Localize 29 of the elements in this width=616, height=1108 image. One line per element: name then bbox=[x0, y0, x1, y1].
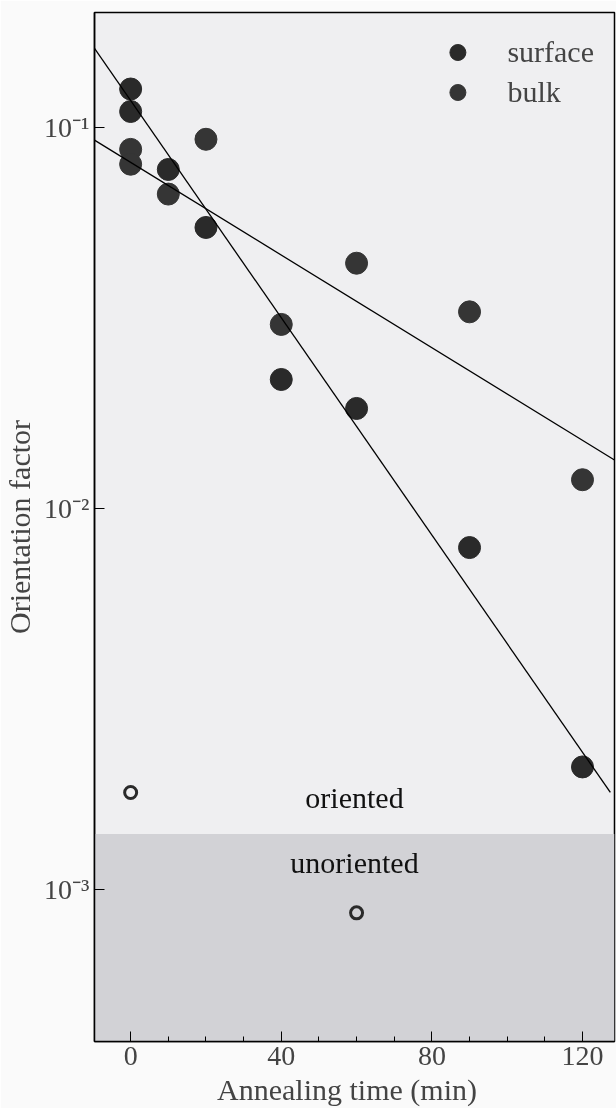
y-tick-label: 10⁻¹ bbox=[44, 111, 90, 143]
x-tick-label: 120 bbox=[561, 1039, 604, 1071]
x-tick-label: 80 bbox=[417, 1039, 446, 1071]
band-label: unoriented bbox=[290, 846, 419, 880]
point bbox=[194, 127, 218, 151]
y-axis-title: Orientation factor bbox=[3, 419, 37, 635]
point bbox=[345, 251, 369, 275]
point bbox=[156, 182, 180, 206]
legend-label: bulk bbox=[507, 75, 561, 109]
x-tick-label: 40 bbox=[267, 1039, 296, 1071]
point bbox=[458, 300, 482, 324]
point bbox=[269, 368, 293, 391]
legend-label: surface bbox=[507, 35, 594, 69]
point bbox=[570, 468, 594, 492]
x-tick-label: 0 bbox=[123, 1039, 138, 1071]
point bbox=[156, 158, 180, 181]
y-tick-label: 10⁻² bbox=[44, 493, 90, 525]
annotation: oriented bbox=[305, 781, 404, 815]
point bbox=[349, 905, 365, 921]
point bbox=[119, 100, 143, 123]
point bbox=[345, 396, 369, 420]
point bbox=[269, 312, 293, 336]
point bbox=[123, 784, 139, 800]
point bbox=[570, 755, 594, 779]
point bbox=[119, 77, 143, 101]
point bbox=[194, 215, 218, 239]
x-axis-title: Annealing time (min) bbox=[217, 1072, 477, 1107]
point bbox=[458, 536, 482, 560]
y-tick-label: 10⁻³ bbox=[44, 874, 90, 906]
